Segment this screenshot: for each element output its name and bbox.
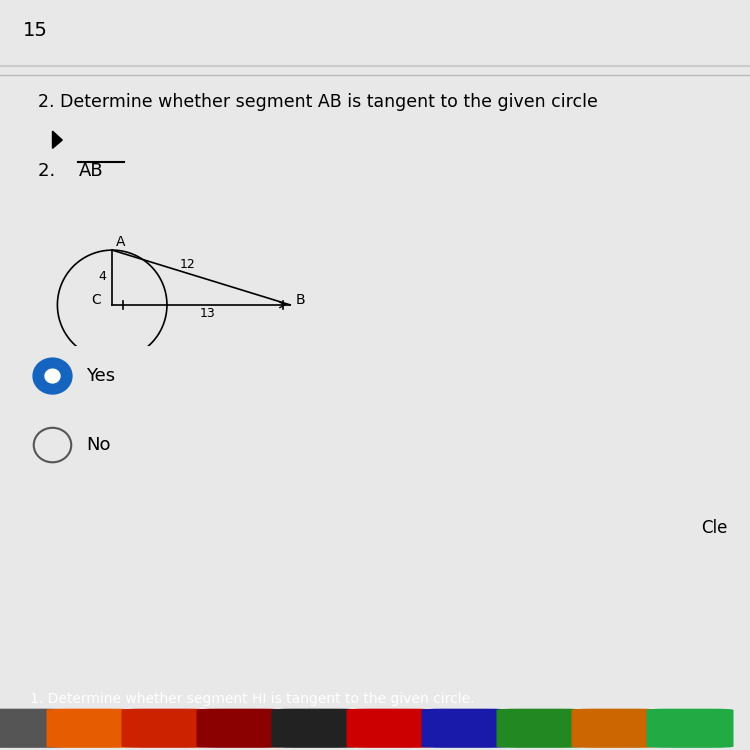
Text: B: B bbox=[296, 292, 305, 307]
Text: Cle: Cle bbox=[701, 519, 727, 537]
FancyBboxPatch shape bbox=[346, 709, 433, 748]
Text: 2. Determine whether segment AB is tangent to the given circle: 2. Determine whether segment AB is tange… bbox=[38, 93, 597, 111]
FancyBboxPatch shape bbox=[122, 709, 208, 748]
Text: 4: 4 bbox=[99, 270, 106, 284]
FancyBboxPatch shape bbox=[572, 709, 658, 748]
Text: Yes: Yes bbox=[86, 367, 116, 385]
Text: 12: 12 bbox=[180, 258, 195, 271]
FancyBboxPatch shape bbox=[272, 709, 358, 748]
Text: 2.: 2. bbox=[38, 162, 61, 180]
Text: 1. Determine whether segment HI is tangent to the given circle.: 1. Determine whether segment HI is tange… bbox=[30, 692, 475, 706]
FancyBboxPatch shape bbox=[496, 709, 584, 748]
Text: A: A bbox=[116, 235, 126, 249]
FancyBboxPatch shape bbox=[646, 709, 734, 748]
Text: C: C bbox=[91, 292, 101, 307]
Circle shape bbox=[34, 427, 71, 462]
FancyBboxPatch shape bbox=[196, 709, 284, 748]
FancyBboxPatch shape bbox=[422, 709, 509, 748]
Circle shape bbox=[34, 358, 71, 393]
FancyBboxPatch shape bbox=[0, 709, 66, 748]
Circle shape bbox=[45, 369, 60, 383]
Text: No: No bbox=[86, 436, 111, 454]
FancyBboxPatch shape bbox=[46, 709, 134, 748]
Text: 15: 15 bbox=[22, 21, 47, 40]
Polygon shape bbox=[53, 131, 62, 148]
Text: 13: 13 bbox=[200, 308, 216, 320]
Text: AB: AB bbox=[79, 162, 104, 180]
